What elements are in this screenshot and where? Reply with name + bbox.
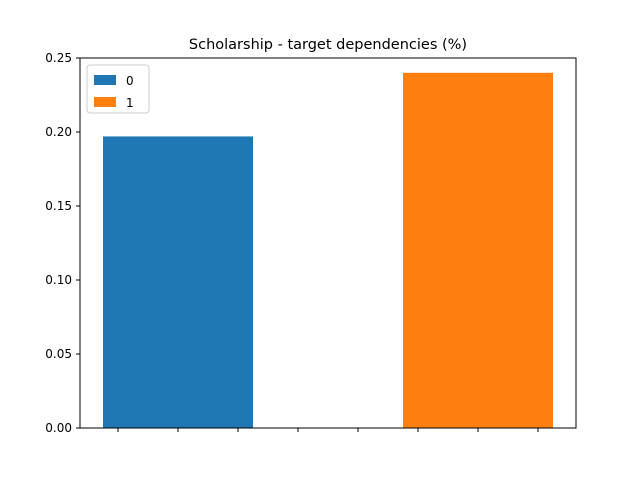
y-tick-label: 0.15 xyxy=(45,199,72,213)
bar-series-0 xyxy=(103,136,253,428)
y-axis: 0.00 0.05 0.10 0.15 0.20 0.25 xyxy=(45,51,80,435)
y-tick-label: 0.25 xyxy=(45,51,72,65)
y-tick-label: 0.05 xyxy=(45,347,72,361)
legend-label-0: 0 xyxy=(126,74,134,88)
bars-group xyxy=(103,72,553,429)
legend-label-1: 1 xyxy=(126,96,134,110)
bar-series-1 xyxy=(403,72,553,429)
legend-swatch-0 xyxy=(94,75,116,85)
y-tick-label: 0.00 xyxy=(45,421,72,435)
y-tick-label: 0.10 xyxy=(45,273,72,287)
axes-frame xyxy=(79,57,577,429)
legend: 01 xyxy=(86,64,150,114)
legend-swatch-1 xyxy=(94,97,116,107)
x-axis xyxy=(117,428,539,432)
y-tick-label: 0.20 xyxy=(45,125,72,139)
chart-title: Scholarship - target dependencies (%) xyxy=(189,37,467,53)
